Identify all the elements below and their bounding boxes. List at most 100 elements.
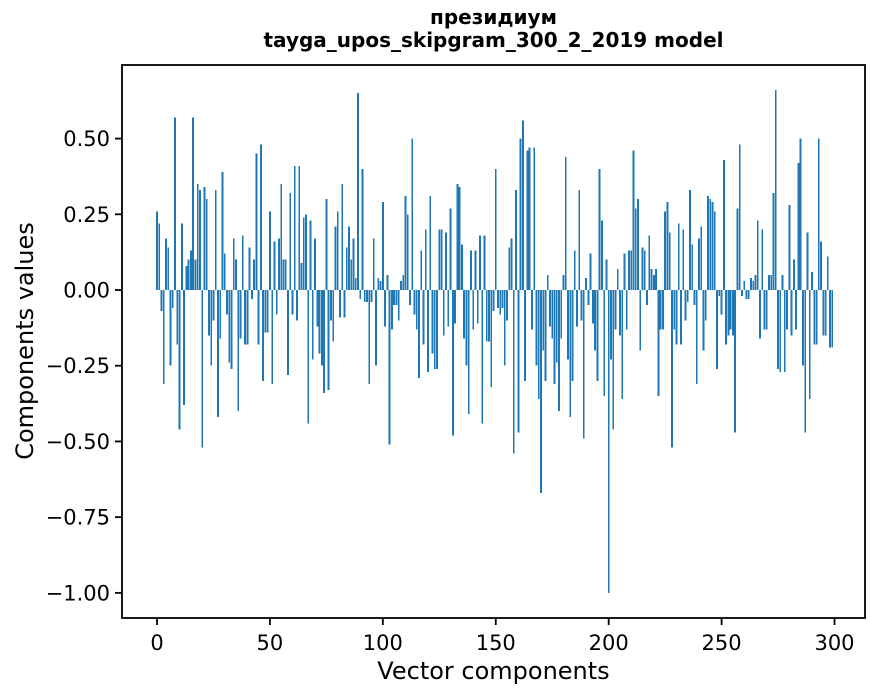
chart-subtitle: tayga_upos_skipgram_300_2_2019 model [263, 28, 724, 52]
x-tick-label: 150 [476, 631, 516, 655]
bar [657, 290, 660, 397]
bar [372, 238, 375, 291]
bar [524, 290, 527, 381]
bar [659, 290, 662, 330]
bar [187, 259, 190, 291]
bar [266, 290, 269, 333]
bar [772, 193, 775, 291]
bar [671, 290, 673, 448]
bar [379, 280, 382, 291]
bar [684, 290, 687, 321]
bar [271, 290, 274, 384]
bar [354, 277, 357, 291]
bar [795, 290, 798, 330]
y-tick-label: 0.25 [63, 203, 110, 227]
bar [700, 226, 703, 291]
bar [643, 250, 646, 291]
bar [440, 229, 443, 291]
bar [824, 290, 827, 336]
bar [704, 290, 707, 321]
bar [569, 290, 572, 418]
bar [826, 256, 829, 291]
bar [424, 229, 427, 291]
bar [544, 290, 547, 381]
bar [799, 138, 802, 291]
bar [280, 184, 283, 291]
chart-title: президиум [430, 5, 557, 29]
bar [573, 250, 576, 291]
bar [761, 229, 764, 291]
bar [596, 290, 599, 381]
bar [180, 223, 183, 291]
bar [300, 262, 303, 291]
bar [607, 290, 610, 593]
bar [165, 238, 167, 291]
bar [591, 290, 594, 324]
bar [813, 290, 816, 345]
bar [741, 290, 743, 297]
bar [232, 238, 235, 291]
y-tick-label: −0.75 [46, 506, 110, 530]
bar [686, 290, 689, 303]
bar [729, 290, 732, 330]
bar [792, 259, 795, 291]
bar [388, 290, 391, 445]
bar [483, 235, 486, 291]
bar [368, 290, 371, 384]
bar [467, 290, 470, 415]
bar [623, 253, 626, 291]
bar [718, 290, 721, 297]
bar [747, 290, 750, 300]
bar [205, 199, 208, 291]
bar [239, 290, 242, 339]
bar [336, 211, 339, 291]
bar [226, 290, 228, 315]
bar [713, 211, 716, 291]
y-tick-label: −0.50 [46, 430, 110, 454]
bar [668, 232, 671, 291]
bar [777, 290, 779, 369]
bar [481, 290, 484, 424]
bar [352, 238, 355, 291]
bar [203, 187, 206, 291]
bar [289, 193, 292, 291]
bar [707, 196, 709, 291]
bar [217, 290, 219, 418]
bar [734, 290, 737, 433]
bar [655, 268, 658, 291]
bar [314, 238, 316, 291]
bar [199, 190, 201, 291]
bar [680, 290, 682, 345]
bar [555, 290, 558, 363]
bar [194, 259, 197, 291]
bar [745, 290, 748, 300]
bar [603, 290, 606, 397]
bar [589, 253, 592, 291]
bar [497, 290, 499, 309]
bar [223, 253, 226, 291]
bar [384, 290, 387, 327]
bar [756, 220, 759, 291]
bar [490, 290, 493, 387]
bar [829, 290, 831, 348]
bar [664, 211, 667, 291]
bar [682, 229, 685, 291]
bar [325, 199, 328, 291]
bar [725, 290, 728, 345]
bar [208, 290, 210, 336]
bar [585, 277, 587, 291]
bar [677, 223, 680, 291]
bar [779, 290, 782, 372]
bar [230, 290, 233, 369]
bar [614, 290, 617, 330]
bar [652, 274, 655, 291]
bar [445, 232, 447, 291]
bar [790, 290, 793, 336]
bar [503, 290, 506, 366]
bar [806, 232, 809, 291]
chart-title-block: президиум tayga_upos_skipgram_300_2_2019… [122, 6, 865, 52]
bar [639, 290, 642, 351]
bar [298, 165, 301, 291]
bar [587, 290, 590, 306]
